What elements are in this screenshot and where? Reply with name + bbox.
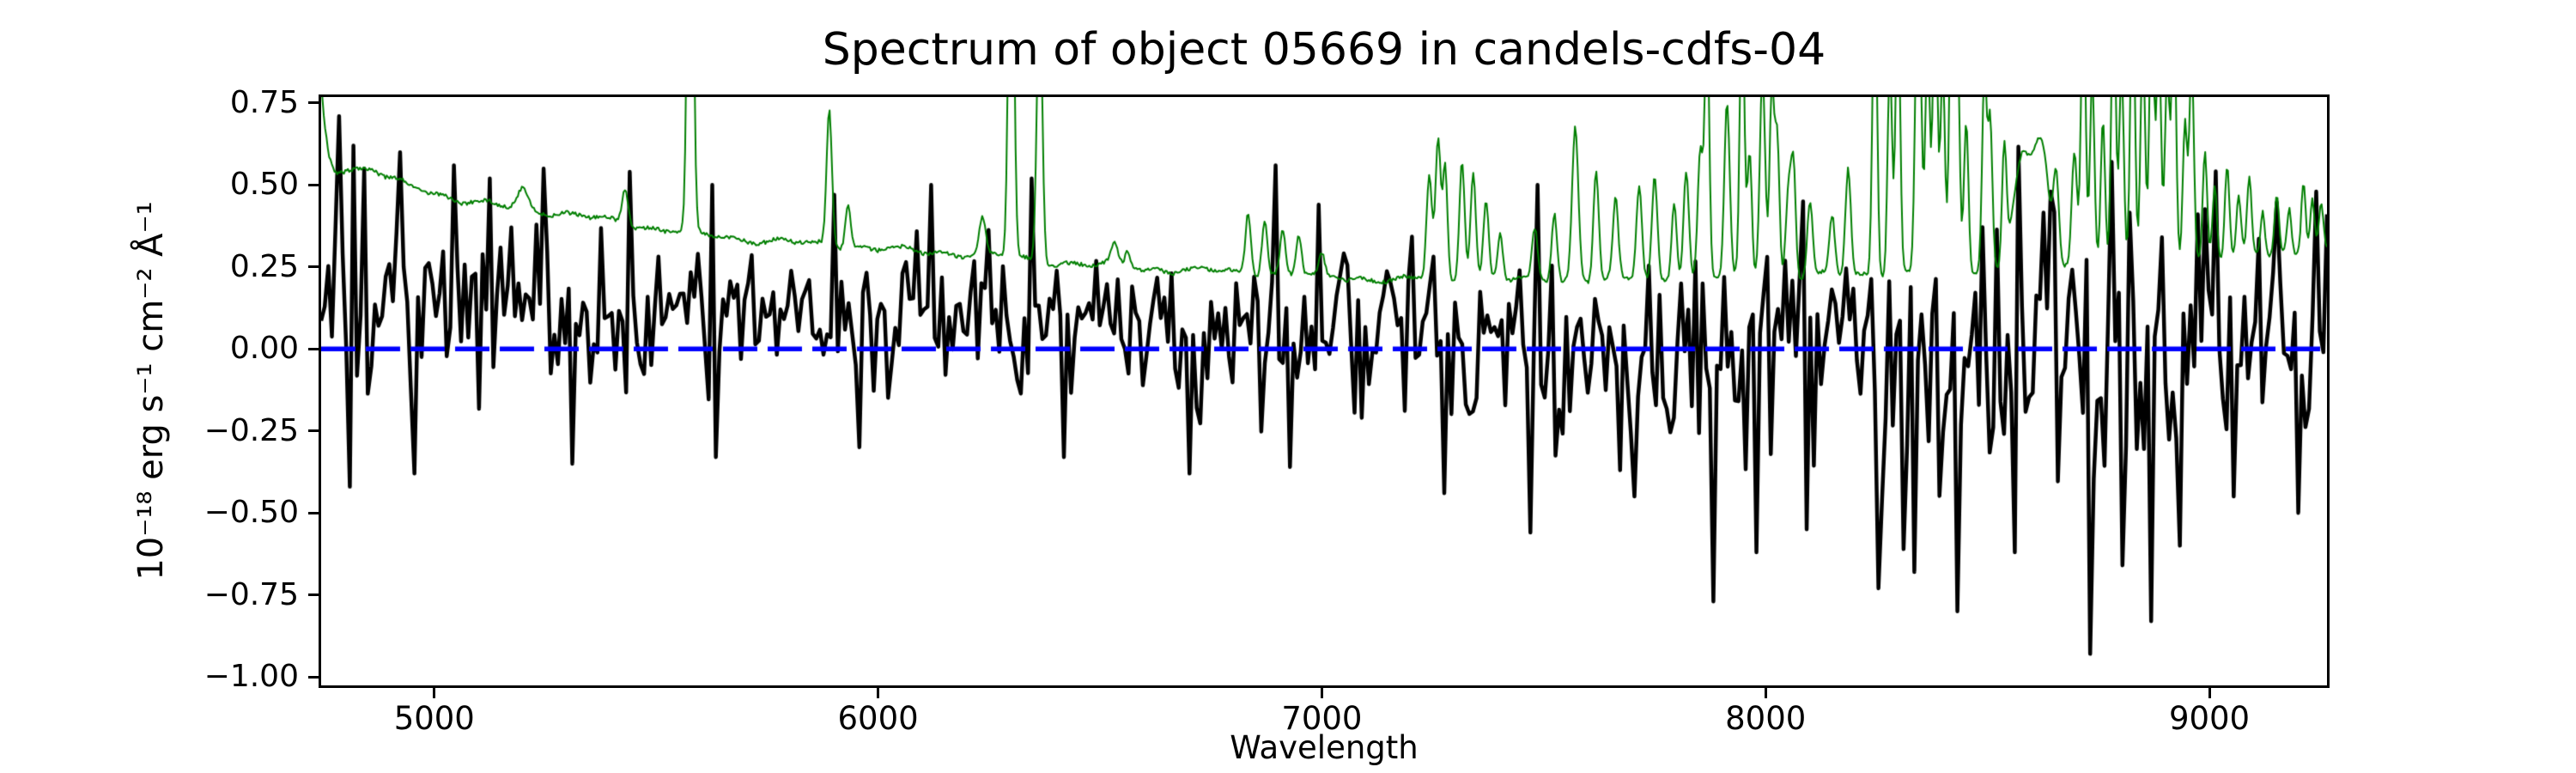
y-tick-label: 0.00: [229, 331, 299, 367]
x-tick-mark: [1764, 688, 1767, 698]
y-tick-label: 0.25: [229, 248, 299, 284]
y-tick-mark: [308, 511, 319, 514]
y-tick-mark: [308, 101, 319, 105]
y-tick-mark: [308, 265, 319, 269]
y-tick-mark: [308, 347, 319, 350]
y-tick-mark: [308, 675, 319, 679]
x-tick-mark: [1320, 688, 1323, 698]
y-tick-label: −0.25: [204, 412, 299, 448]
y-tick-mark: [308, 429, 319, 433]
x-tick-mark: [433, 688, 436, 698]
y-tick-label: −0.75: [204, 576, 299, 612]
y-tick-label: −1.00: [204, 659, 299, 695]
y-tick-label: −0.50: [204, 495, 299, 531]
x-tick-label: 5000: [393, 700, 475, 737]
x-tick-mark: [877, 688, 880, 698]
y-axis-label: 10⁻¹⁸ erg s⁻¹ cm⁻² Å⁻¹: [131, 201, 171, 581]
y-tick-mark: [308, 593, 319, 597]
x-tick-label: 8000: [1725, 700, 1807, 737]
plot-title: Spectrum of object 05669 in candels-cdfs…: [822, 24, 1826, 76]
plot-area: [319, 94, 2330, 688]
x-axis-label: Wavelength: [1230, 729, 1419, 766]
y-tick-label: 0.75: [229, 84, 299, 120]
y-tick-mark: [308, 183, 319, 186]
spectrum-canvas: [321, 97, 2327, 685]
x-tick-mark: [2208, 688, 2211, 698]
y-tick-label: 0.50: [229, 167, 299, 203]
x-tick-label: 7000: [1281, 700, 1363, 737]
x-tick-label: 9000: [2168, 700, 2251, 737]
x-tick-label: 6000: [837, 700, 919, 737]
